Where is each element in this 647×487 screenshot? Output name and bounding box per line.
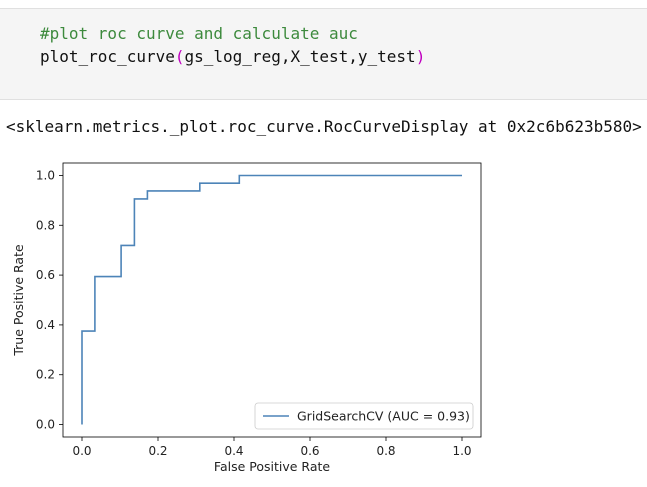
x-tick-label: 0.2	[148, 444, 167, 458]
x-tick-label: 0.0	[72, 444, 91, 458]
open-paren: (	[174, 47, 185, 66]
y-tick-label: 0.2	[36, 368, 55, 382]
roc-curve-line	[81, 174, 462, 425]
plot-frame	[62, 162, 482, 438]
x-tick-label: 0.6	[300, 444, 319, 458]
x-tick-label: 1.0	[452, 444, 471, 458]
code-call-line: plot_roc_curve(gs_log_reg,X_test,y_test)	[40, 47, 425, 66]
legend-box	[254, 402, 474, 430]
output-text: <sklearn.metrics._plot.roc_curve.RocCurv…	[6, 117, 642, 136]
function-name: plot_roc_curve	[40, 47, 175, 66]
code-comment: #plot roc curve and calculate auc	[40, 24, 358, 43]
close-paren: )	[415, 47, 426, 66]
function-arguments: gs_log_reg,X_test,y_test	[184, 47, 416, 66]
x-tick-label: 0.4	[224, 444, 243, 458]
y-tick-label: 0.0	[36, 418, 55, 432]
y-tick-label: 0.6	[36, 268, 55, 282]
y-tick-label: 0.8	[36, 218, 55, 232]
code-input-cell[interactable]: #plot roc curve and calculate auc plot_r…	[0, 8, 647, 100]
x-axis-label: False Positive Rate	[214, 459, 330, 474]
y-tick-label: 0.4	[36, 318, 55, 332]
y-tick-label: 1.0	[36, 168, 55, 182]
x-tick-label: 0.8	[376, 444, 395, 458]
roc-curve-chart: 0.0 0.2 0.4 0.6 0.8 1.0 0.0 0.2 0.4 0.6 0.8 1.0 Fals…	[11, 162, 482, 474]
y-axis-label: True Positive Rate	[11, 244, 26, 357]
legend-label: GridSearchCV (AUC = 0.93)	[297, 409, 470, 424]
